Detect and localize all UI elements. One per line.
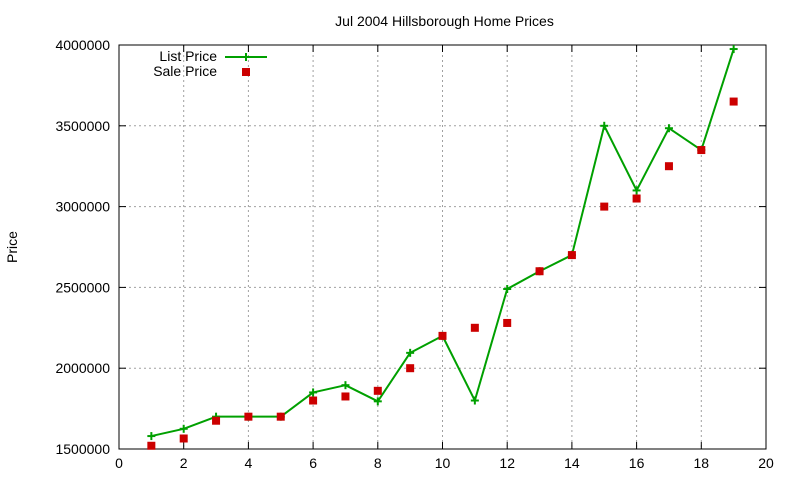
list-price-point <box>503 285 512 294</box>
x-tick-label: 18 <box>694 455 710 471</box>
legend-swatches <box>225 53 267 76</box>
list-price-point <box>470 396 479 405</box>
list-price-point <box>600 121 609 130</box>
y-tick-label: 3000000 <box>55 199 110 215</box>
legend-label-list-price: List Price <box>159 48 217 64</box>
x-tick-label: 12 <box>499 455 515 471</box>
sale-price-point <box>244 412 253 421</box>
x-tick-label: 14 <box>564 455 580 471</box>
y-tick-labels: 1500000 2000000 2500000 3000000 3500000 40000… <box>55 37 110 457</box>
sale-price-point <box>697 146 706 155</box>
y-tick-label: 3500000 <box>55 118 110 134</box>
y-tick-label: 2500000 <box>55 279 110 295</box>
sale-price-point <box>503 318 512 327</box>
sale-price-point <box>212 416 221 425</box>
y-tick-label: 2000000 <box>55 360 110 376</box>
axis-ticks <box>118 44 767 450</box>
sale-price-point <box>567 251 576 260</box>
sale-price-point <box>600 202 609 211</box>
sale-price-point <box>406 364 415 373</box>
x-tick-label: 4 <box>245 455 253 471</box>
x-tick-label: 20 <box>758 455 774 471</box>
x-tick-label: 2 <box>180 455 188 471</box>
x-tick-label: 10 <box>435 455 451 471</box>
x-tick-label: 6 <box>309 455 317 471</box>
sale-price-point <box>470 323 479 332</box>
y-tick-label: 4000000 <box>55 37 110 53</box>
x-tick-label: 0 <box>115 455 123 471</box>
y-tick-label: 1500000 <box>55 441 110 457</box>
sale-price-point <box>341 392 350 401</box>
sale-price-point <box>438 331 447 340</box>
list-price-point <box>406 348 415 357</box>
sale-price-point <box>179 434 188 443</box>
list-price-point <box>729 45 738 54</box>
sale-price-point <box>309 396 318 405</box>
legend-swatch-sale-price <box>242 68 250 76</box>
sale-price-point <box>276 412 285 421</box>
sale-price-point <box>632 194 641 203</box>
y-axis-label: Price <box>4 231 20 263</box>
list-price-point <box>664 124 673 133</box>
list-price-point <box>179 424 188 433</box>
list-price-point <box>147 432 156 441</box>
legend-label-sale-price: Sale Price <box>153 63 217 79</box>
series-layer <box>147 45 738 450</box>
list-price-point <box>373 397 382 406</box>
list-price-point <box>632 186 641 195</box>
series-line-list-price <box>151 48 735 438</box>
list-price-point <box>341 381 350 390</box>
sale-price-point <box>373 386 382 395</box>
sale-price-point <box>729 97 738 106</box>
chart-title: Jul 2004 Hillsborough Home Prices <box>335 13 554 29</box>
x-tick-label: 16 <box>629 455 645 471</box>
sale-price-point <box>535 267 544 276</box>
list-price-point <box>309 388 318 397</box>
legend-swatch-list-price-marker <box>242 53 250 61</box>
x-tick-label: 8 <box>374 455 382 471</box>
sale-price-point <box>664 162 673 171</box>
x-tick-labels: 0 2 4 6 8 10 12 14 16 18 20 <box>115 455 774 471</box>
legend: List Price Sale Price <box>153 48 267 79</box>
sale-price-point <box>147 441 156 450</box>
grid-lines <box>119 45 766 449</box>
